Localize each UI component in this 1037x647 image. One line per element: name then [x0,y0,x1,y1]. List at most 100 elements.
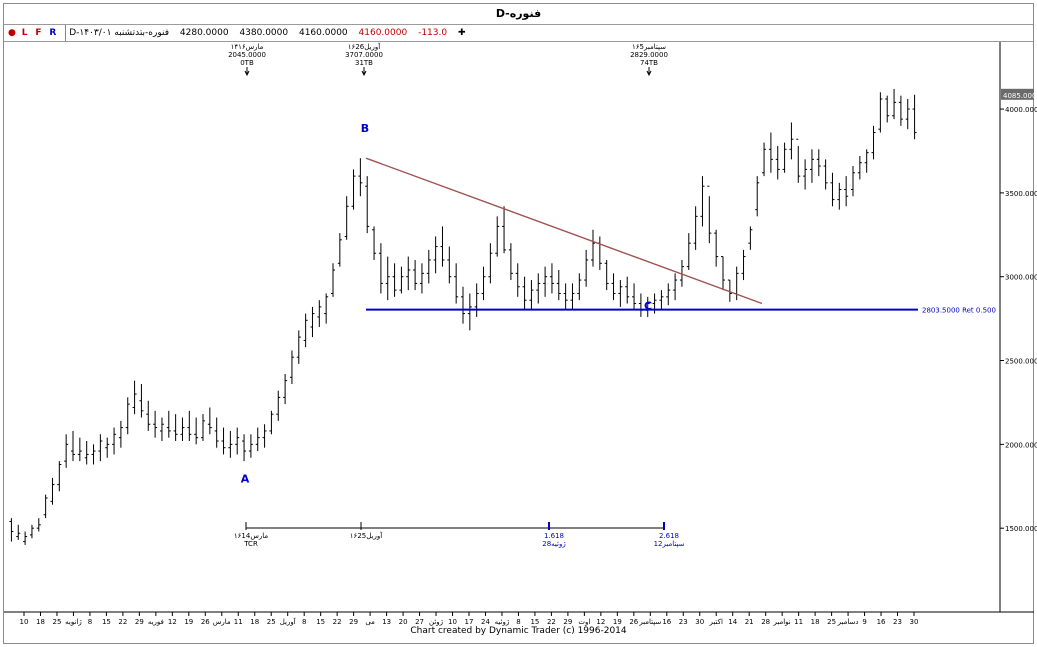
x-tick-label: 10 [20,618,29,626]
price-bar [406,256,411,291]
x-tick-label: 19 [613,618,622,626]
price-bar [372,226,377,260]
price-bar [324,293,329,324]
price-bar [413,259,418,291]
price-bar [851,166,855,197]
annotation-price: 3707.0000 [345,51,383,59]
flag-l-button[interactable]: L [21,28,28,38]
price-bar [823,159,828,190]
annotation-tb: 31TB [355,59,373,67]
last-price-box [1001,88,1034,100]
x-tick-label: 15 [316,618,325,626]
price-bar [159,417,164,441]
price-bar [378,243,383,294]
y-tick-label: 4000.0000 [1005,106,1037,114]
x-tick-label: 11 [234,618,243,626]
price-bar [139,384,144,418]
y-tick-label: 2000.0000 [1005,441,1037,449]
x-tick-label: ژوئن [429,618,444,626]
price-bar [461,286,465,324]
price-bar [248,434,253,458]
time-ruler-bottom: 12سپتامبر [654,540,685,548]
price-bar [474,283,479,317]
x-tick-label: 11 [794,618,803,626]
x-tick-label: دسامبر [837,618,859,626]
price-bar [727,279,732,302]
price-bar [112,427,117,455]
x-tick-label: 14 [728,618,737,626]
price-bar [912,94,917,140]
change-value: -113.0 [418,28,448,38]
x-tick-label: 8 [516,618,520,626]
time-ruler-bottom: 28ژوئیه [542,540,566,548]
price-bar [625,276,630,304]
time-ruler-top: ۱۶آوریل25 [350,531,383,540]
price-bar [399,266,404,294]
price-bar [864,149,869,173]
x-tick-label: 23 [893,618,902,626]
price-bar [98,434,103,462]
price-bar [385,256,390,301]
price-bar [775,145,780,180]
price-bar [543,266,548,297]
wave-label-c: C [644,299,652,312]
price-bar [132,380,137,415]
price-bar [276,390,281,421]
flag-r-button[interactable]: R [49,28,57,38]
x-tick-label: 15 [530,618,539,626]
price-bar [597,236,602,270]
price-bar [242,434,247,462]
price-bar [768,132,773,173]
price-bar [604,259,609,291]
price-bar [488,243,493,284]
price-bar [905,99,910,130]
price-bar [344,196,349,240]
x-tick-label: 10 [448,618,457,626]
x-tick-label: 29 [349,618,358,626]
annotation-date: ۱۶سپتامبر5 [632,43,666,51]
x-tick-label: 22 [118,618,127,626]
open-value: 4280.0000 [179,28,229,38]
price-bar [9,518,14,542]
price-bar [269,410,274,435]
price-bar [173,414,178,441]
x-tick-label: 22 [547,618,556,626]
y-tick-label: 1500.0000 [1005,525,1037,533]
price-bar [71,430,75,462]
price-bar [255,427,260,452]
price-bar [611,273,616,301]
annotation-arrow-head [646,70,652,77]
price-bar [502,206,507,254]
price-bar [50,477,55,505]
price-bar [419,263,424,294]
price-bar [433,236,438,274]
x-tick-label: 29 [135,618,144,626]
price-bar [166,410,171,438]
price-bar [317,300,322,327]
x-tick-label: سپتامبر [638,618,661,626]
price-bar [16,524,21,540]
chart-window: D-فنوره ● L F R D-فنوره-بتدتشنبه ۱۴۰۳/۰۱… [3,3,1034,644]
y-tick-label: 2500.0000 [1005,358,1037,366]
flag-f-button[interactable]: F [35,28,42,38]
x-tick-label: 23 [679,618,688,626]
x-tick-label: مارس [213,618,231,626]
price-bar [529,280,534,311]
x-tick-label: 8 [302,618,306,626]
price-bar [29,524,34,539]
price-bar [871,125,876,160]
plus-icon[interactable]: ✚ [457,28,466,38]
price-bar [84,441,89,465]
price-bar [666,283,671,306]
trendline [365,157,763,305]
price-bar [522,276,527,311]
x-tick-label: می [365,618,375,626]
annotation-tb: 74TB [640,59,658,67]
price-bar [187,410,192,441]
x-tick-label: ژانویه [65,618,82,626]
x-tick-label: 30 [910,618,919,626]
annotation-arrow-head [244,70,250,77]
time-ruler-bottom: TCR [243,540,258,548]
